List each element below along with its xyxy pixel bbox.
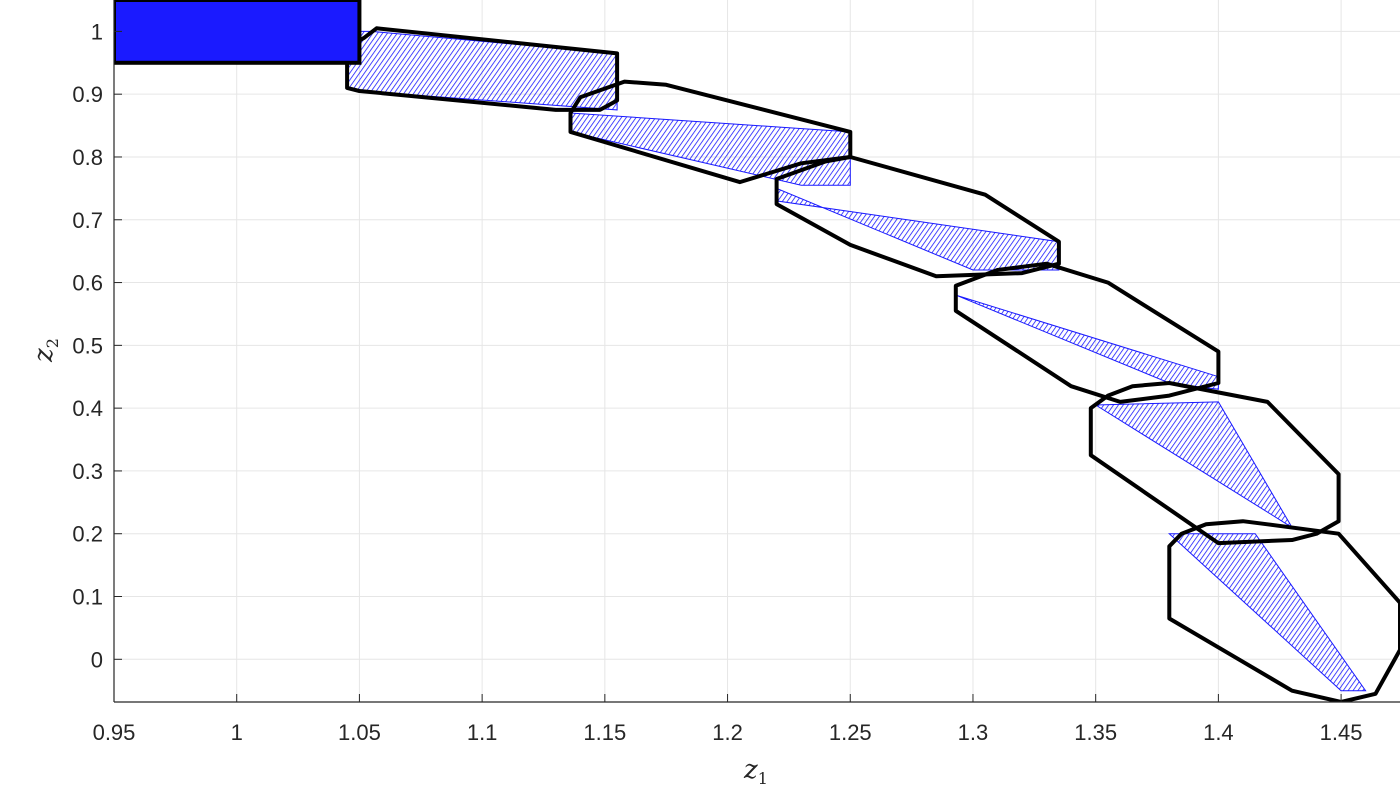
enclosure-5 bbox=[1167, 519, 1400, 702]
enclosure-2 bbox=[774, 155, 1061, 279]
x-tick-label-4: 1.15 bbox=[583, 720, 626, 745]
y-axis-label: z2 bbox=[29, 338, 62, 363]
reach-set-4 bbox=[1094, 401, 1293, 528]
x-tick-label-9: 1.4 bbox=[1203, 720, 1234, 745]
y-tick-label-4: 0.4 bbox=[72, 396, 103, 421]
initial-set bbox=[114, 0, 362, 65]
reach-set-5 bbox=[1168, 533, 1367, 692]
x-axis-label: z1 bbox=[743, 755, 768, 787]
x-tick-label-10: 1.45 bbox=[1320, 720, 1363, 745]
x-tick-label-3: 1.1 bbox=[467, 720, 498, 745]
y-tick-label-0: 0 bbox=[91, 647, 103, 672]
x-tick-label-1: 1 bbox=[231, 720, 243, 745]
y-tick-label-5: 0.5 bbox=[72, 333, 103, 358]
reach-set-3 bbox=[955, 294, 1219, 390]
grid bbox=[113, 0, 1400, 702]
reach-set-0 bbox=[346, 30, 618, 111]
y-tick-label-9: 0.9 bbox=[72, 82, 103, 107]
x-tick-label-6: 1.25 bbox=[829, 720, 872, 745]
enclosure-1 bbox=[568, 79, 853, 185]
y-tick-label-7: 0.7 bbox=[72, 208, 103, 233]
enclosure-4 bbox=[1088, 381, 1341, 546]
x-tick-label-7: 1.3 bbox=[958, 720, 989, 745]
tick-labels: 0.95 1 1.05 1.1 1.15 1.2 1.25 1.3 1.35 1.4 1.45 0 0.… bbox=[72, 19, 1362, 745]
x-tick-label-0: 0.95 bbox=[93, 720, 136, 745]
plot-area bbox=[114, 0, 1400, 702]
y-tick-label-8: 0.8 bbox=[72, 145, 103, 170]
axes bbox=[113, 0, 1400, 703]
x-tick-label-8: 1.35 bbox=[1074, 720, 1117, 745]
y-tick-label-3: 0.3 bbox=[72, 459, 103, 484]
x-tick-label-2: 1.05 bbox=[338, 720, 381, 745]
x-tick-label-5: 1.2 bbox=[712, 720, 743, 745]
y-tick-label-10: 1 bbox=[91, 19, 103, 44]
y-tick-label-6: 0.6 bbox=[72, 271, 103, 296]
y-tick-label-2: 0.2 bbox=[72, 522, 103, 547]
y-tick-label-1: 0.1 bbox=[72, 585, 103, 610]
